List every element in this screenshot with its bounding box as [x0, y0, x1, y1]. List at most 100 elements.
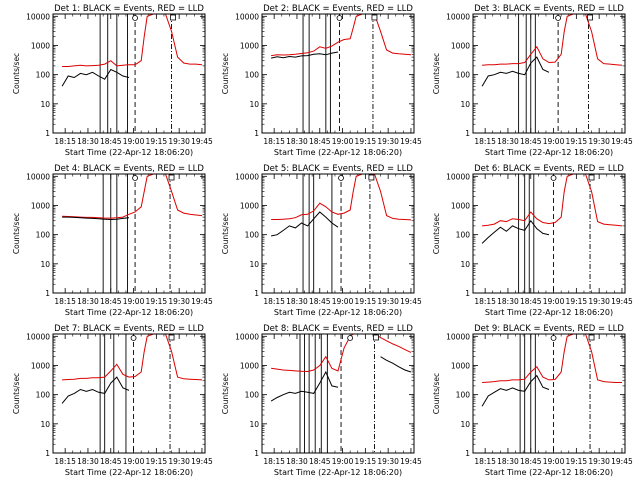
square-marker — [588, 174, 595, 181]
x-tick-label: 18:45 — [309, 137, 331, 146]
x-tick-label: 18:30 — [497, 297, 519, 306]
x-tick-label: 19:15 — [566, 137, 588, 146]
vline-group — [302, 174, 414, 293]
x-axis-label: Start Time (22-Apr-12 18:06:20) — [274, 468, 402, 477]
detector-panel-8: Det 8: BLACK = Events, RED = LLD Counts/s… — [221, 324, 422, 477]
x-tick-label: 18:15 — [474, 137, 496, 146]
y-tick-label: 10000 — [26, 12, 50, 21]
y-tick-label: 10000 — [446, 332, 470, 341]
y-tick-label: 100 — [456, 391, 471, 400]
square-marker — [371, 14, 378, 21]
x-tick-label: 19:45 — [611, 457, 633, 466]
plot-frame — [52, 13, 206, 134]
y-tick-label: 1 — [465, 129, 470, 138]
x-tick-label: 19:00 — [123, 457, 145, 466]
x-tick-label: 19:45 — [191, 137, 213, 146]
x-tick-label: 19:45 — [191, 457, 213, 466]
circle-marker — [130, 335, 137, 341]
circle-marker — [555, 15, 562, 21]
x-axis-label: Start Time (22-Apr-12 18:06:20) — [65, 148, 193, 157]
y-tick-label: 10 — [249, 100, 259, 109]
plot-frame — [261, 13, 415, 134]
x-tick-label: 18:45 — [520, 297, 542, 306]
vline-group — [302, 14, 414, 133]
y-tick-label: 10 — [460, 420, 470, 429]
events-series-line — [481, 56, 550, 87]
events-series-line — [481, 374, 550, 407]
events-series-line — [481, 219, 550, 244]
panel-title: Det 4: BLACK = Events, RED = LLD — [54, 164, 204, 174]
y-tick-label: 10000 — [235, 172, 259, 181]
x-tick-label: 19:30 — [588, 137, 610, 146]
vline-group — [99, 334, 171, 453]
panel-title: Det 9: BLACK = Events, RED = LLD — [474, 324, 624, 334]
y-tick-label: 10000 — [235, 12, 259, 21]
x-tick-label: 19:15 — [146, 457, 168, 466]
x-tick-label: 18:45 — [100, 457, 122, 466]
y-tick-label: 100 — [456, 71, 471, 80]
x-tick-label: 19:45 — [400, 137, 422, 146]
circle-marker — [132, 175, 138, 181]
vline-group — [518, 14, 589, 133]
x-tick-label: 19:15 — [566, 457, 588, 466]
circle-marker — [347, 335, 354, 341]
x-tick-label: 18:15 — [474, 457, 496, 466]
x-tick-label: 19:00 — [543, 457, 565, 466]
x-axis-label: Start Time (22-Apr-12 18:06:20) — [65, 308, 193, 317]
x-axis-label: Start Time (22-Apr-12 18:06:20) — [485, 308, 613, 317]
plot-frame — [261, 173, 415, 294]
lld-series-line — [62, 174, 203, 219]
y-axis-label: Counts/sec — [12, 373, 21, 414]
x-tick-label: 18:15 — [54, 137, 76, 146]
panel-title: Det 1: BLACK = Events, RED = LLD — [54, 4, 204, 14]
x-tick-label: 18:30 — [77, 457, 99, 466]
x-tick-label: 18:30 — [77, 137, 99, 146]
y-tick-label: 100 — [456, 231, 471, 240]
x-axis-label: Start Time (22-Apr-12 18:06:20) — [274, 148, 402, 157]
y-tick-label: 100 — [36, 391, 51, 400]
x-tick-label: 19:00 — [123, 137, 145, 146]
x-tick-label: 18:30 — [286, 457, 308, 466]
plot-frame — [261, 333, 415, 454]
panel-title: Det 5: BLACK = Events, RED = LLD — [263, 164, 413, 174]
x-tick-label: 19:45 — [400, 297, 422, 306]
x-tick-label: 18:45 — [520, 457, 542, 466]
x-tick-label: 18:30 — [77, 297, 99, 306]
y-tick-label: 1 — [45, 129, 50, 138]
y-tick-label: 1000 — [451, 41, 470, 50]
y-tick-label: 10000 — [446, 12, 470, 21]
y-tick-label: 1000 — [240, 201, 259, 210]
x-tick-label: 18:30 — [286, 137, 308, 146]
x-tick-label: 18:15 — [263, 457, 285, 466]
y-tick-label: 1000 — [240, 41, 259, 50]
x-tick-label: 19:00 — [543, 297, 565, 306]
y-tick-label: 10000 — [26, 332, 50, 341]
y-tick-label: 10000 — [26, 172, 50, 181]
x-tick-label: 19:30 — [168, 137, 190, 146]
x-tick-label: 18:30 — [286, 297, 308, 306]
y-tick-label: 10000 — [446, 172, 470, 181]
x-tick-label: 19:15 — [566, 297, 588, 306]
y-axis-label: Counts/sec — [221, 53, 230, 94]
lld-series-line — [482, 14, 623, 66]
x-tick-label: 19:00 — [543, 137, 565, 146]
x-tick-label: 18:15 — [54, 457, 76, 466]
x-tick-label: 19:45 — [611, 297, 633, 306]
y-tick-label: 10 — [460, 100, 470, 109]
y-axis-label: Counts/sec — [221, 373, 230, 414]
y-tick-label: 1 — [465, 449, 470, 458]
x-tick-label: 19:00 — [332, 457, 354, 466]
lld-series-line — [62, 334, 203, 381]
y-tick-label: 100 — [36, 231, 51, 240]
circle-marker — [550, 335, 557, 341]
x-tick-label: 19:30 — [377, 297, 399, 306]
circle-marker — [336, 15, 343, 21]
detector-panel-5: Det 5: BLACK = Events, RED = LLD Counts/s… — [221, 164, 422, 317]
y-tick-label: 1 — [254, 449, 259, 458]
y-tick-label: 1 — [465, 289, 470, 298]
detector-panel-6: Det 6: BLACK = Events, RED = LLD Counts/s… — [432, 164, 633, 317]
y-tick-label: 1000 — [240, 361, 259, 370]
y-tick-label: 1 — [254, 129, 259, 138]
plot-frame — [472, 13, 626, 134]
